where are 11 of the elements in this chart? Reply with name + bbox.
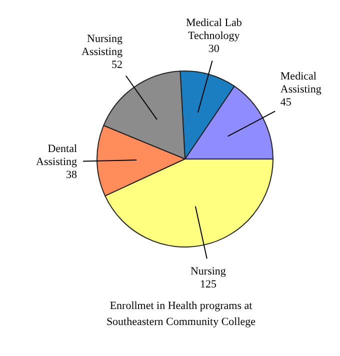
text: Enrollmet in Health programs at Southeastern Community College xyxy=(105,299,257,330)
slice-label: Nursing xyxy=(190,265,226,278)
data-label: 52 xyxy=(111,58,122,71)
data-label: 45 xyxy=(280,96,292,108)
data-label: 125 xyxy=(200,278,217,290)
data-label: 38 xyxy=(66,168,78,181)
slice-label: Nursing Assisting xyxy=(82,32,123,58)
slice-label: Medical Lab Technology xyxy=(186,16,242,42)
slice-label: Medical Assisting xyxy=(280,70,322,96)
data-label: 30 xyxy=(208,42,220,55)
slice-label: Dental Assisting xyxy=(36,142,78,168)
